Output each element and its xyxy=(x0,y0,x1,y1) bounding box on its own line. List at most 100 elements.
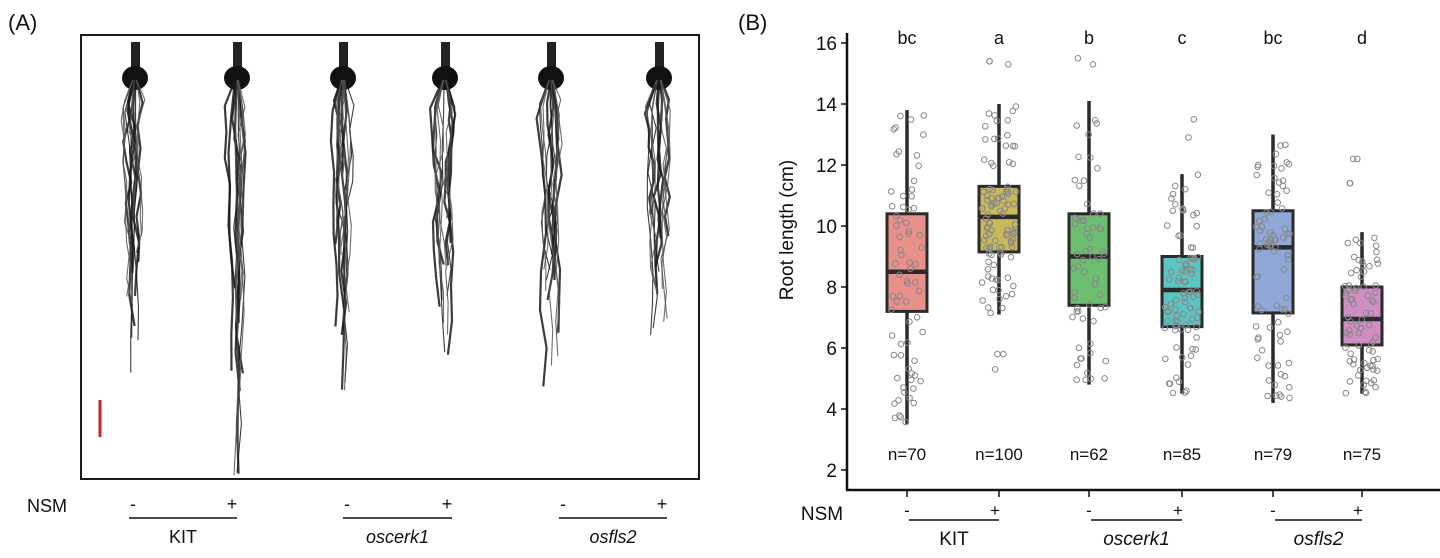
group-label: KIT xyxy=(169,527,197,547)
data-point xyxy=(1372,383,1379,391)
root-strand xyxy=(122,79,134,297)
data-point xyxy=(1265,362,1272,369)
data-point xyxy=(913,152,921,159)
data-point xyxy=(997,251,1005,258)
data-point xyxy=(985,258,992,266)
data-point xyxy=(1358,316,1366,323)
data-point xyxy=(1101,375,1108,382)
data-point xyxy=(1183,387,1190,395)
data-point xyxy=(1277,338,1284,345)
data-point xyxy=(1003,232,1011,239)
data-point xyxy=(1187,254,1194,262)
data-point xyxy=(1267,208,1274,216)
root-strand xyxy=(133,79,140,341)
data-point xyxy=(902,418,909,426)
data-point xyxy=(1000,197,1007,205)
data-point xyxy=(1181,294,1189,302)
root-strand xyxy=(443,79,452,219)
data-point xyxy=(982,123,989,130)
data-point xyxy=(1091,281,1099,288)
data-point xyxy=(1102,357,1109,365)
data-point xyxy=(1084,200,1091,208)
root-strand xyxy=(344,79,355,283)
data-point xyxy=(1003,186,1011,193)
nsm-sign: + xyxy=(1353,501,1363,520)
data-point xyxy=(1283,187,1290,194)
data-point xyxy=(1082,247,1090,255)
data-point xyxy=(1372,334,1379,341)
data-point xyxy=(893,298,900,305)
data-point xyxy=(1258,347,1266,354)
data-point xyxy=(897,246,904,254)
root-sample xyxy=(428,42,458,355)
outlier-point xyxy=(1074,55,1082,62)
data-point xyxy=(903,277,911,285)
data-point xyxy=(1190,254,1198,262)
root-sample xyxy=(535,42,564,387)
nsm-sign: - xyxy=(904,501,910,520)
data-point xyxy=(1079,217,1087,224)
nsm-sign: + xyxy=(1173,501,1183,520)
data-point xyxy=(1254,163,1261,171)
data-point xyxy=(1009,107,1017,115)
data-point xyxy=(997,207,1004,215)
root-strand xyxy=(548,79,555,366)
data-point xyxy=(893,212,900,220)
data-point xyxy=(1342,344,1349,352)
group-label: osfls2 xyxy=(589,527,636,547)
data-point xyxy=(1184,326,1192,334)
outlier-point xyxy=(1346,180,1354,187)
box-group xyxy=(1067,55,1111,385)
data-point xyxy=(1263,209,1270,216)
data-point xyxy=(1172,306,1179,313)
data-point xyxy=(1175,277,1182,285)
data-point xyxy=(898,251,905,259)
root-strand xyxy=(428,79,444,307)
data-point xyxy=(1173,374,1180,382)
data-point xyxy=(1274,199,1281,206)
data-point xyxy=(1004,117,1012,124)
data-point xyxy=(1086,301,1093,308)
data-point xyxy=(892,260,899,267)
data-point xyxy=(1093,120,1100,127)
data-point xyxy=(1278,306,1286,313)
data-point xyxy=(1367,362,1374,369)
data-point xyxy=(908,193,916,200)
data-point xyxy=(1009,236,1017,243)
outlier-point xyxy=(1190,116,1198,123)
data-point xyxy=(1273,191,1281,198)
data-point xyxy=(1180,290,1187,297)
data-point xyxy=(1271,174,1278,182)
data-point xyxy=(1279,234,1287,241)
data-point xyxy=(985,110,993,117)
data-point xyxy=(1008,243,1016,251)
data-point xyxy=(1357,324,1365,332)
data-point xyxy=(1085,131,1092,138)
data-point xyxy=(1097,225,1105,233)
data-point xyxy=(1190,211,1197,219)
data-point xyxy=(1278,205,1286,212)
data-point xyxy=(1172,182,1179,190)
y-tick-label: 10 xyxy=(816,217,837,238)
data-point xyxy=(1179,206,1187,213)
data-point xyxy=(984,266,992,273)
y-axis-label: Root length (cm) xyxy=(777,160,798,300)
group-label: osfls2 xyxy=(1294,529,1344,550)
data-point xyxy=(1004,183,1011,191)
nsm-sign: - xyxy=(1270,501,1276,520)
significance-letter: b xyxy=(1084,28,1094,48)
data-point xyxy=(1181,185,1189,193)
data-point xyxy=(985,230,993,238)
data-point xyxy=(920,131,927,138)
data-point xyxy=(1193,222,1200,230)
data-point xyxy=(911,372,919,379)
data-point xyxy=(1281,225,1289,233)
data-point xyxy=(1164,317,1171,325)
data-point xyxy=(912,279,919,286)
root-strand xyxy=(552,79,563,335)
data-point xyxy=(1359,262,1367,269)
data-point xyxy=(1004,131,1011,139)
root-crown xyxy=(122,66,148,90)
data-point xyxy=(894,374,901,382)
data-point xyxy=(989,201,996,209)
